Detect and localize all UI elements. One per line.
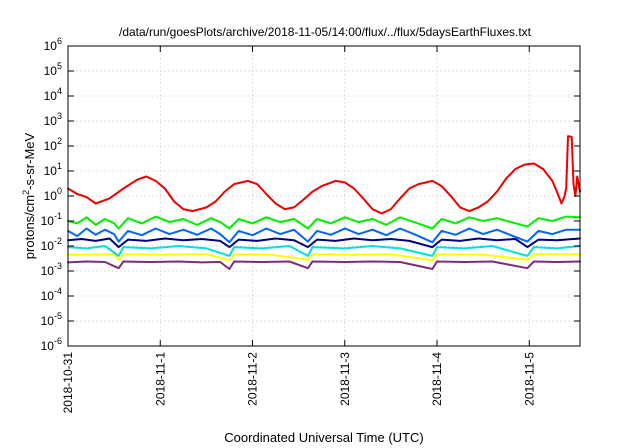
series-line [67,253,581,262]
y-tick-label-base: 10 [44,89,58,103]
y-tick-label-exponent: -1 [54,211,62,221]
y-tick-label: 104 [44,86,62,103]
y-tick-label: 100 [44,186,62,203]
series-line [67,245,581,257]
y-tick-label-exponent: 4 [57,86,62,96]
series-line [67,227,581,244]
y-tick-label-base: 10 [44,39,58,53]
series-line [67,215,581,230]
y-tick-label: 102 [44,136,62,153]
y-tick-label: 105 [44,61,62,78]
y-tick-label: 10-3 [41,261,62,278]
y-tick-label: 103 [44,111,62,128]
y-tick-label-base: 10 [41,289,55,303]
series-layer [67,135,581,270]
y-tick-label-base: 10 [44,189,58,203]
y-tick-label-exponent: -4 [54,286,62,296]
y-tick-label-base: 10 [41,264,55,278]
x-tick-label: 2018-11-2 [246,352,260,406]
y-tick-label: 106 [44,36,62,53]
y-tick-label-exponent: 3 [57,111,62,121]
y-axis-label-sup: 2 [21,190,31,195]
y-tick-label-base: 10 [44,114,58,128]
series-line [67,135,581,215]
x-tick-label: 2018-11-4 [430,352,444,406]
x-tick-label: 2018-11-1 [153,352,167,406]
y-tick-label-exponent: 0 [57,186,62,196]
tick-layer: 10-610-510-410-310-210-11001011021031041… [41,36,580,413]
y-tick-label-exponent: -5 [54,311,62,321]
y-tick-label-base: 10 [41,314,55,328]
y-tick-label: 10-1 [41,211,62,228]
x-tick-label: 2018-11-5 [522,352,536,406]
x-tick-label: 2018-11-3 [338,352,352,406]
y-tick-label-exponent: 6 [57,36,62,46]
y-axis-label-rest: -s-sr-MeV [22,132,37,189]
y-axis-label-base: protons/cm [22,195,37,259]
y-tick-label-exponent: -2 [54,236,62,246]
y-tick-label-exponent: 2 [57,136,62,146]
y-tick-label: 10-4 [41,286,62,303]
y-tick-label-base: 10 [41,239,55,253]
grid-layer [68,46,580,346]
x-axis-label: Coordinated Universal Time (UTC) [224,430,423,445]
y-tick-label-base: 10 [41,339,55,353]
y-tick-label-base: 10 [44,164,58,178]
y-tick-label: 10-5 [41,311,62,328]
y-tick-label-base: 10 [44,139,58,153]
y-tick-label-exponent: 1 [57,161,62,171]
y-axis-label: protons/cm2-s-sr-MeV [21,132,37,259]
y-tick-label-base: 10 [44,64,58,78]
y-tick-label-exponent: -6 [54,336,62,346]
y-tick-label: 10-2 [41,236,62,253]
y-tick-label: 101 [44,161,62,178]
x-tick-label: 2018-10-31 [61,352,75,414]
y-tick-label: 10-6 [41,336,62,353]
series-line [67,260,581,270]
chart-title: /data/run/goesPlots/archive/2018-11-05/1… [119,25,532,39]
series-line [67,237,581,249]
y-tick-label-exponent: -3 [54,261,62,271]
y-tick-label-base: 10 [41,214,55,228]
y-tick-label-exponent: 5 [57,61,62,71]
